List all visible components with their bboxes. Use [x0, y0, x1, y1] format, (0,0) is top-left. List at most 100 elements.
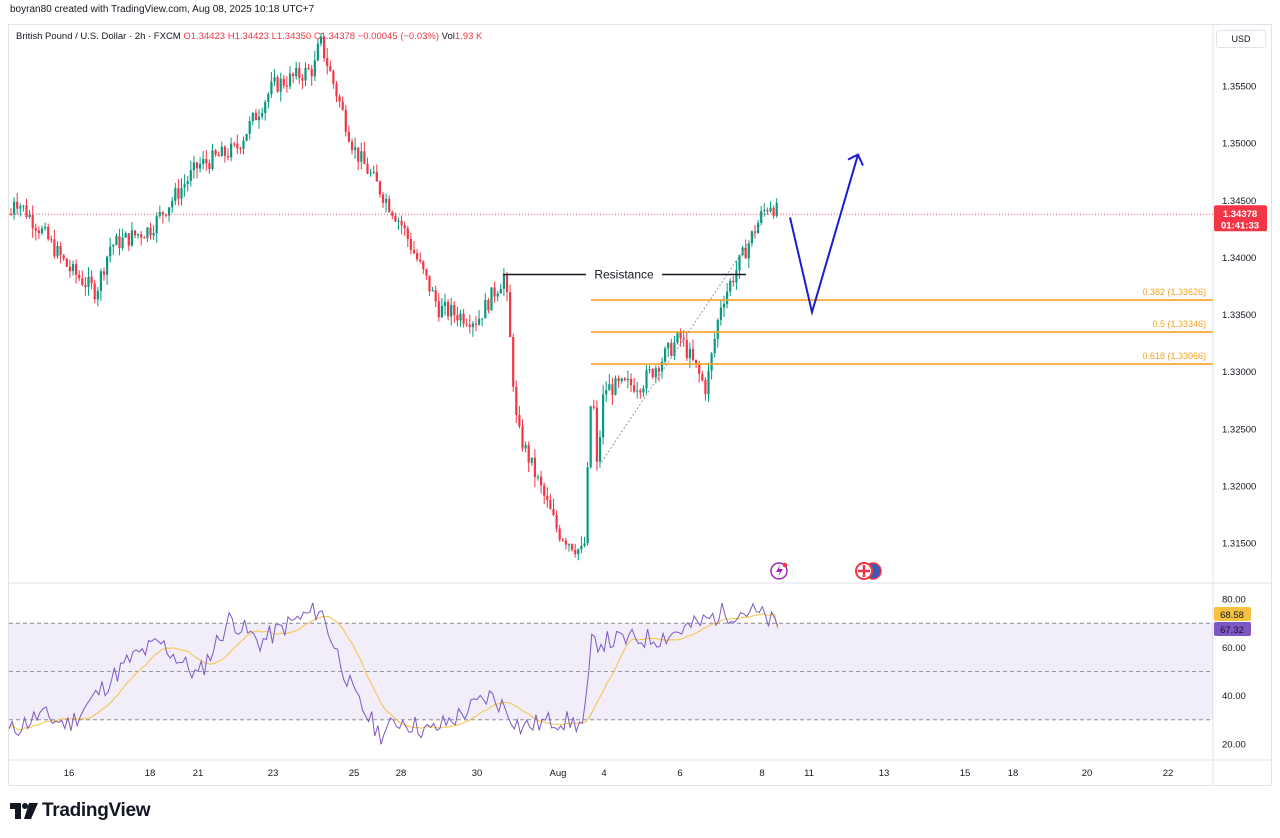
candle-body: [574, 549, 577, 555]
candle-body: [68, 266, 71, 272]
candle-body: [620, 378, 623, 382]
candle-body: [13, 201, 16, 215]
candle-body: [109, 246, 112, 257]
candle-body: [642, 388, 645, 393]
candle-body: [558, 528, 561, 540]
candle-body: [363, 151, 366, 164]
candle-body: [549, 500, 552, 510]
candle-body: [226, 155, 230, 158]
candle-body: [397, 220, 400, 222]
candle-body: [199, 164, 202, 169]
candle-body: [282, 78, 285, 86]
candle-body: [527, 444, 530, 463]
fib-level-label: 0.618 (1.33066): [1142, 351, 1206, 361]
candle-body: [217, 154, 220, 157]
candle-body: [499, 288, 502, 294]
candle-body: [676, 332, 679, 343]
candle-body: [375, 171, 378, 182]
candle-body: [651, 369, 654, 378]
symbol-name[interactable]: British Pound / U.S. Dollar · 2h · FXCM: [16, 31, 181, 42]
candle-body: [484, 299, 487, 319]
candle-body: [409, 239, 412, 250]
candle-body: [710, 353, 713, 371]
candle-body: [388, 198, 391, 212]
candle-body: [605, 390, 608, 395]
candle-body: [716, 320, 719, 339]
candle-body: [344, 109, 347, 132]
candle-body: [248, 121, 251, 134]
candle-body: [459, 313, 462, 321]
candle-body: [509, 292, 512, 338]
candle-body: [586, 467, 589, 544]
candle-body: [419, 259, 422, 262]
rsi-line: [8, 602, 779, 745]
candle-body: [453, 305, 456, 315]
candle-body: [270, 81, 273, 95]
rsi-value-tag: [1214, 622, 1251, 636]
candle-body: [502, 275, 505, 289]
candle-body: [50, 239, 53, 241]
candle-body: [195, 162, 199, 169]
candle-body: [99, 271, 102, 291]
candle-body: [9, 214, 13, 216]
candle-body: [400, 220, 403, 226]
candle-body: [682, 338, 685, 340]
candle-body: [530, 457, 533, 463]
candle-body: [47, 226, 50, 240]
candle-body: [614, 378, 617, 395]
candle-body: [648, 369, 651, 371]
last-price-value: 1.34378: [1223, 209, 1257, 220]
candle-body: [381, 194, 385, 203]
candle-body: [301, 78, 304, 81]
candle-body: [639, 390, 642, 393]
resistance-label: Resistance: [594, 268, 654, 282]
candle-body: [462, 313, 465, 324]
candle-body: [279, 78, 282, 92]
candle-body: [366, 163, 369, 174]
candle-body: [623, 378, 626, 381]
candle-body: [512, 337, 515, 387]
candle-body: [478, 318, 481, 325]
candle-body: [143, 237, 146, 239]
fib-trend-line: [596, 225, 761, 470]
candle-body: [505, 275, 509, 293]
candle-body: [670, 342, 673, 356]
candle-body: [385, 198, 388, 203]
candle-body: [93, 283, 96, 300]
legend-close: C1.34378: [313, 31, 356, 42]
candle-body: [310, 69, 313, 77]
candle-body: [180, 187, 183, 199]
candle-body: [428, 275, 431, 292]
candle-body: [726, 291, 729, 304]
candle-body: [608, 384, 611, 391]
rsi-axis-label: 60.00: [1222, 643, 1246, 654]
price-axis-label: 1.35500: [1222, 82, 1256, 93]
candle-body: [34, 228, 37, 231]
candle-body: [673, 342, 676, 356]
candle-body: [487, 299, 490, 311]
candle-body: [425, 269, 428, 276]
candle-body: [496, 293, 499, 297]
candle-body: [561, 539, 564, 541]
candle-body: [567, 544, 571, 546]
candle-body: [564, 540, 567, 545]
candle-body: [592, 406, 595, 408]
candle-body: [251, 112, 254, 122]
tradingview-logo-icon: [10, 803, 38, 819]
candle-body: [412, 249, 416, 254]
currency-button[interactable]: USD: [1216, 30, 1266, 48]
tradingview-logo: TradingView: [10, 800, 151, 822]
created-by-line: boyran80 created with TradingView.com, A…: [10, 4, 315, 15]
candle-body: [347, 131, 350, 142]
candle-body: [87, 276, 90, 287]
candle-body: [518, 415, 521, 427]
candle-body: [580, 545, 583, 550]
candle-body: [335, 83, 338, 97]
fib-level-label: 0.382 (1.33626): [1142, 287, 1206, 297]
candle-body: [701, 373, 704, 381]
candle-body: [394, 215, 397, 222]
event-alert-dot: [782, 562, 788, 568]
time-axis-label: 22: [1163, 768, 1174, 779]
candle-body: [214, 150, 217, 155]
